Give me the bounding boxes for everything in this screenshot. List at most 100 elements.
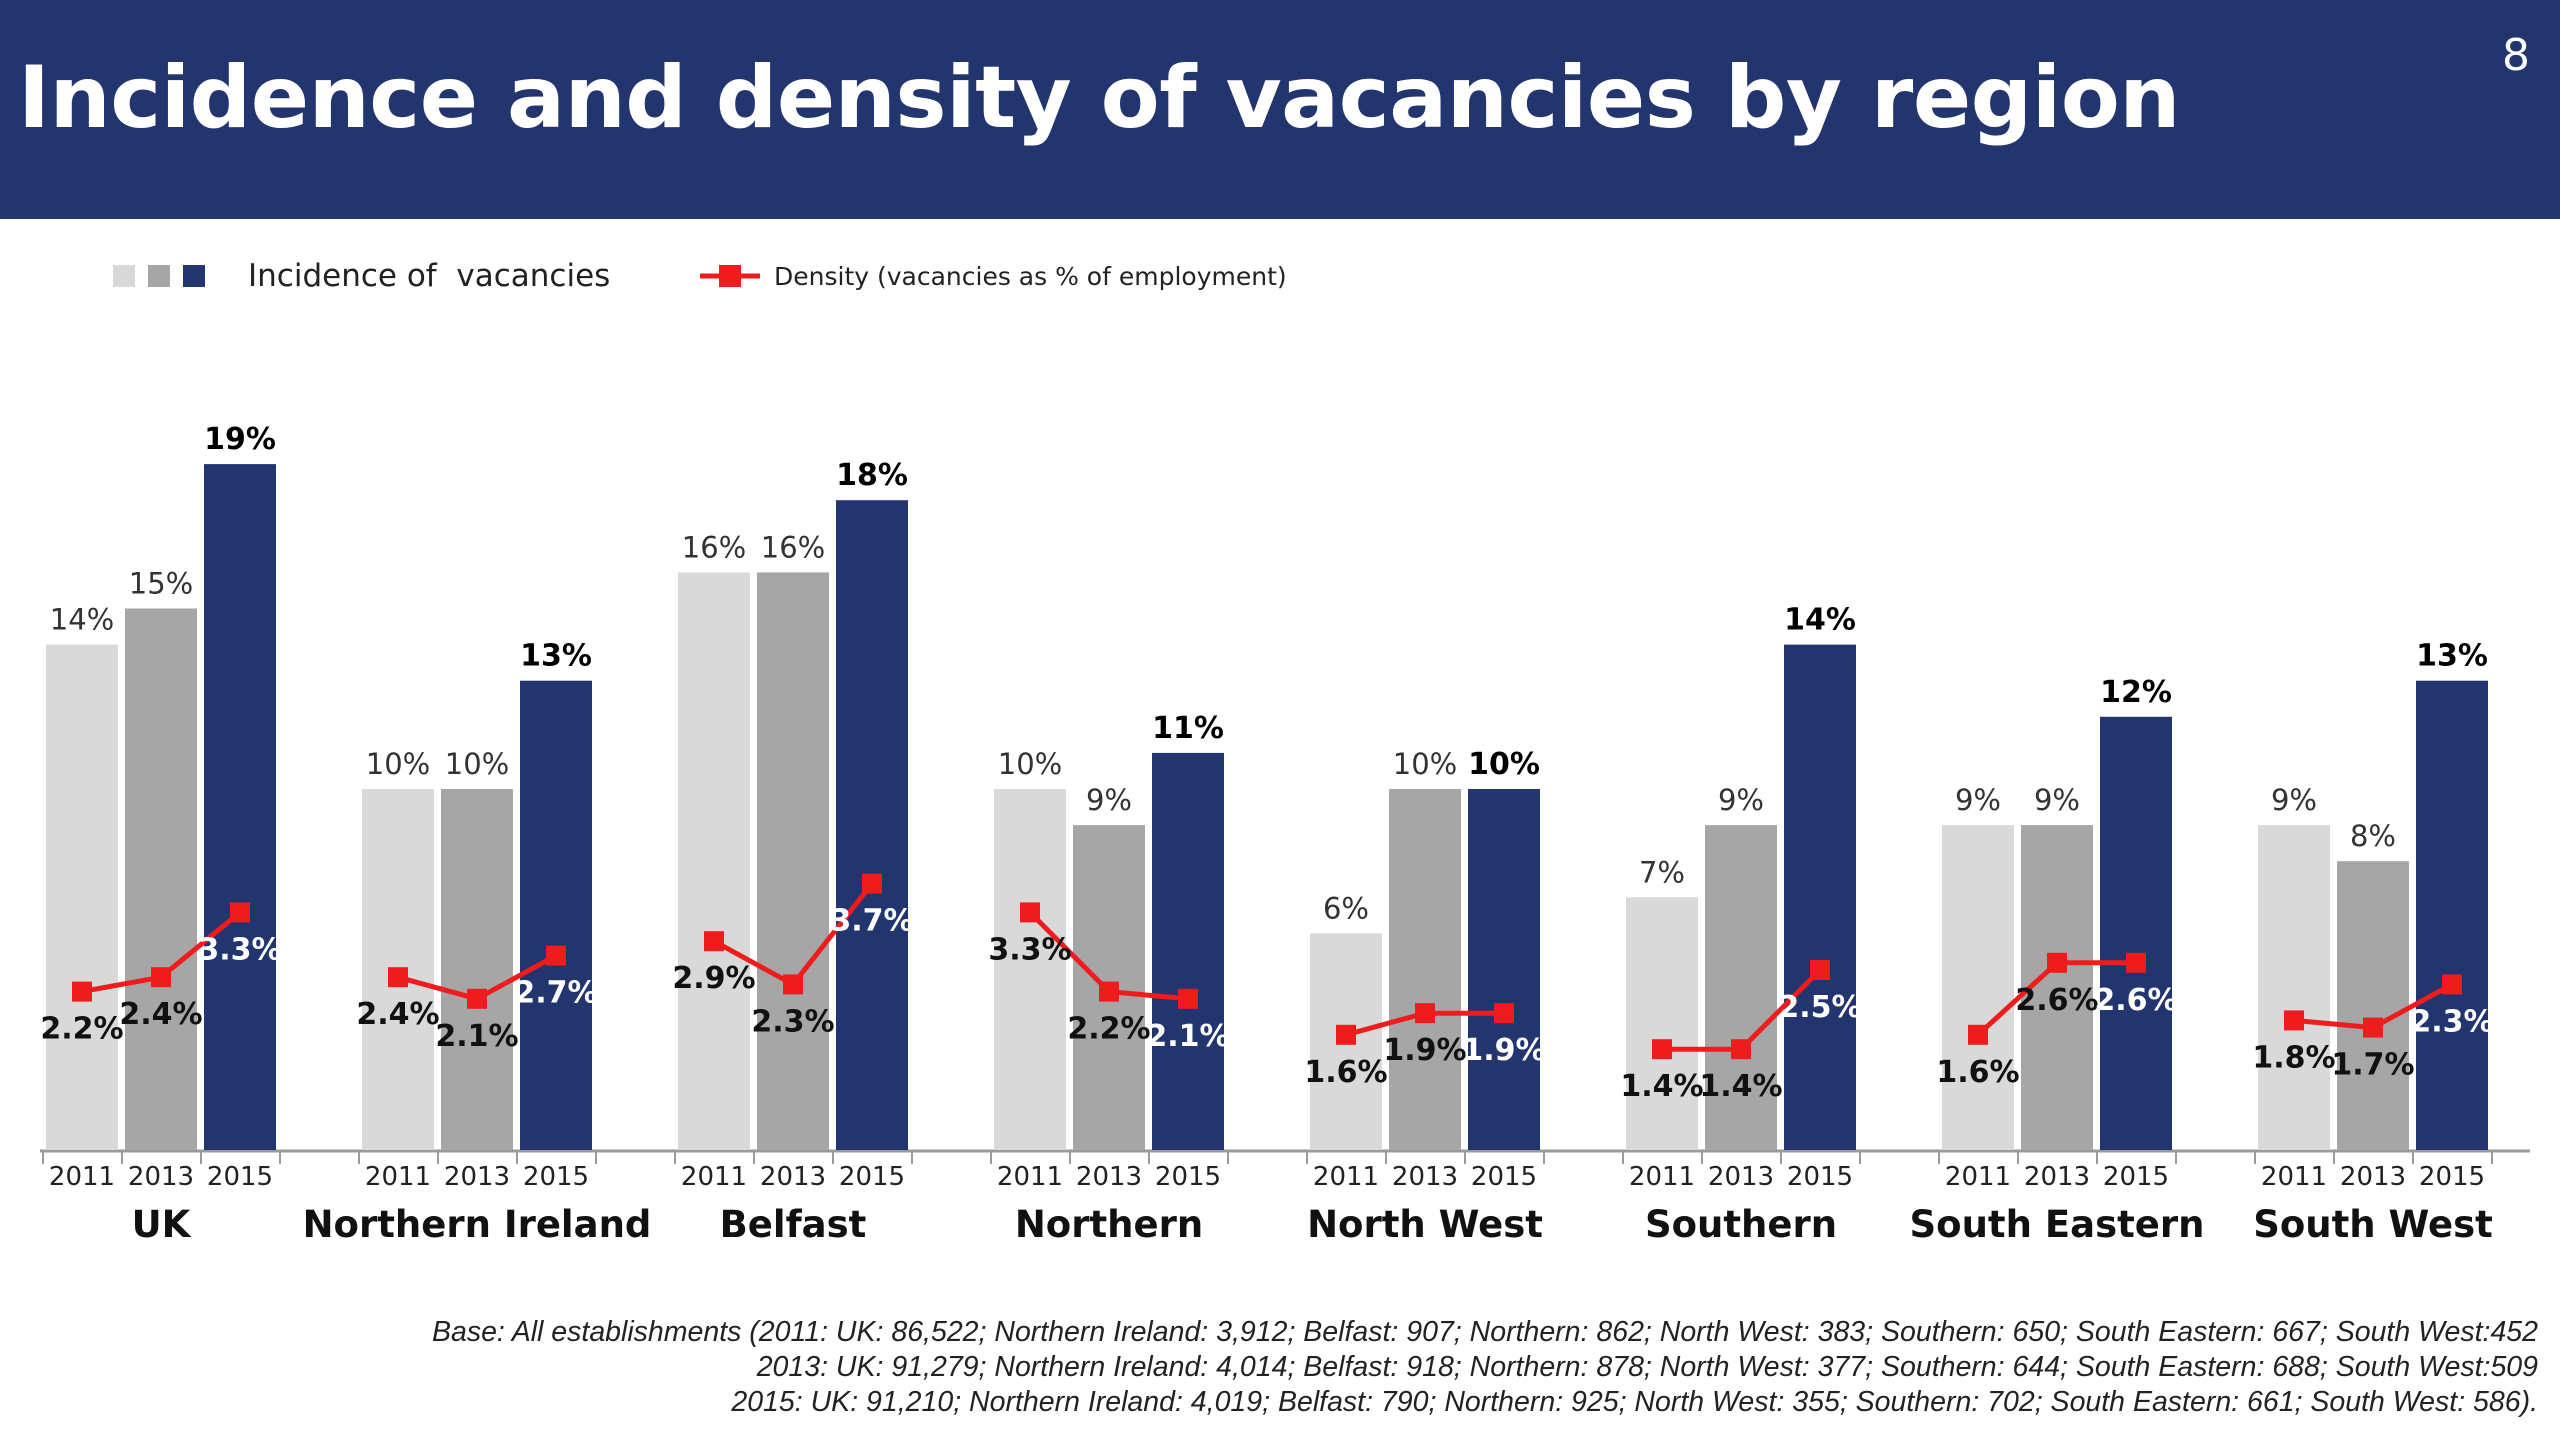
incidence-label-uk-2013: 15% [129,567,193,601]
density-label-belfast-2015: 3.7% [830,904,913,939]
incidence-label-northern-ireland-2011: 10% [366,747,430,781]
year-tick-belfast-2015: 2015 [839,1162,905,1192]
year-tick-uk-2011: 2011 [49,1162,115,1192]
incidence-label-northern-2015: 11% [1152,711,1224,746]
bar-south-west-2013 [2337,861,2409,1150]
incidence-label-south-west-2015: 13% [2416,639,2488,674]
density-label-belfast-2013: 2.3% [751,1004,834,1039]
year-tick-north-west-2011: 2011 [1313,1162,1379,1192]
density-label-northern-2013: 2.2% [1067,1012,1150,1047]
density-marker-northern-2011 [1020,902,1040,923]
density-label-southern-2013: 1.4% [1699,1069,1782,1104]
density-label-uk-2011: 2.2% [40,1012,123,1047]
incidence-label-southern-2011: 7% [1639,855,1685,889]
density-label-southern-2015: 2.5% [1778,990,1861,1025]
bar-uk-2011 [46,644,118,1150]
incidence-label-south-west-2013: 8% [2350,819,2396,853]
year-tick-southern-2013: 2013 [1708,1162,1774,1192]
density-marker-northern-ireland-2011 [388,967,408,988]
plot-area: 14%201115%201319%2015UK2.2%2.4%3.3%10%20… [40,422,2530,1246]
density-marker-belfast-2013 [783,974,803,995]
year-tick-belfast-2013: 2013 [760,1162,826,1192]
bar-south-eastern-2015 [2100,716,2172,1150]
density-label-southern-2011: 1.4% [1620,1069,1703,1104]
density-marker-uk-2013 [151,967,171,988]
density-label-northern-2011: 3.3% [988,932,1071,967]
year-tick-south-eastern-2011: 2011 [1945,1162,2011,1192]
footnote-line-3: 2015: UK: 91,210; Northern Ireland: 4,01… [731,1386,2538,1418]
incidence-label-north-west-2015: 10% [1468,747,1540,782]
density-label-northern-ireland-2013: 2.1% [435,1019,518,1054]
density-label-belfast-2011: 2.9% [672,961,755,996]
density-label-uk-2015: 3.3% [198,932,281,967]
year-tick-northern-2011: 2011 [997,1162,1063,1192]
incidence-label-south-eastern-2011: 9% [1955,783,2001,817]
region-label-south-eastern: South Eastern [1910,1203,2205,1246]
density-label-south-eastern-2011: 1.6% [1936,1055,2019,1090]
density-marker-south-west-2013 [2363,1017,2383,1038]
bar-south-eastern-2011 [1942,825,2014,1150]
bar-southern-2011 [1626,897,1698,1150]
density-marker-northern-ireland-2013 [467,988,487,1009]
region-label-northern: Northern [1015,1203,1203,1246]
density-marker-northern-2013 [1099,981,1119,1002]
year-tick-belfast-2011: 2011 [681,1162,747,1192]
year-tick-northern-ireland-2011: 2011 [365,1162,431,1192]
legend-incidence-label: Incidence of vacancies [248,258,610,294]
chart-legend: Incidence of vacancies Density (vacancie… [113,258,1287,294]
density-label-north-west-2011: 1.6% [1304,1055,1387,1090]
density-marker-uk-2015 [230,902,250,923]
density-marker-north-west-2011 [1336,1024,1356,1045]
incidence-label-northern-2013: 9% [1086,783,1132,817]
incidence-label-southern-2013: 9% [1718,783,1764,817]
bar-belfast-2013 [757,572,829,1150]
density-marker-north-west-2015 [1494,1003,1514,1024]
bar-northern-ireland-2015 [520,680,592,1150]
density-marker-south-west-2015 [2442,974,2462,995]
legend-density-marker [719,265,741,287]
year-tick-north-west-2013: 2013 [1392,1162,1458,1192]
density-label-north-west-2015: 1.9% [1462,1033,1545,1068]
incidence-label-north-west-2011: 6% [1323,891,1369,925]
region-label-belfast: Belfast [720,1203,867,1246]
bar-belfast-2011 [678,572,750,1150]
density-marker-southern-2011 [1652,1039,1672,1060]
density-marker-south-west-2011 [2284,1010,2304,1031]
region-label-south-west: South West [2253,1203,2493,1246]
incidence-label-south-eastern-2013: 9% [2034,783,2080,817]
density-marker-northern-2015 [1178,988,1198,1009]
legend-swatch-2011 [113,265,135,287]
year-tick-uk-2015: 2015 [207,1162,273,1192]
bar-north-west-2013 [1389,789,1461,1150]
vacancies-chart: Incidence of vacancies Density (vacancie… [40,258,2530,1246]
year-tick-north-west-2015: 2015 [1471,1162,1537,1192]
footnote-line-2: 2013: UK: 91,279; Northern Ireland: 4,01… [756,1351,2538,1383]
year-tick-south-west-2011: 2011 [2261,1162,2327,1192]
year-tick-uk-2013: 2013 [128,1162,194,1192]
bar-south-west-2011 [2258,825,2330,1150]
year-tick-south-eastern-2013: 2013 [2024,1162,2090,1192]
incidence-label-southern-2015: 14% [1784,603,1856,638]
year-tick-southern-2015: 2015 [1787,1162,1853,1192]
region-label-north-west: North West [1307,1203,1543,1246]
incidence-label-northern-2011: 10% [998,747,1062,781]
bar-northern-2015 [1152,752,1224,1150]
bar-southern-2013 [1705,825,1777,1150]
bar-northern-ireland-2013 [441,789,513,1150]
density-marker-south-eastern-2015 [2126,952,2146,973]
density-marker-southern-2015 [1810,960,1830,980]
density-label-south-eastern-2015: 2.6% [2094,983,2177,1018]
title-banner: Incidence and density of vacancies by re… [0,0,2560,219]
incidence-label-north-west-2013: 10% [1393,747,1457,781]
incidence-label-south-eastern-2015: 12% [2100,675,2172,710]
year-tick-southern-2011: 2011 [1629,1162,1695,1192]
density-label-northern-ireland-2015: 2.7% [514,976,597,1011]
density-label-south-west-2013: 1.7% [2331,1048,2414,1083]
year-tick-south-west-2013: 2013 [2340,1162,2406,1192]
density-label-northern-ireland-2011: 2.4% [356,997,439,1032]
incidence-label-belfast-2011: 16% [682,530,746,564]
incidence-label-northern-ireland-2015: 13% [520,639,592,674]
bar-north-west-2015 [1468,789,1540,1150]
page-title: Incidence and density of vacancies by re… [18,48,2181,148]
density-label-uk-2013: 2.4% [119,997,202,1032]
